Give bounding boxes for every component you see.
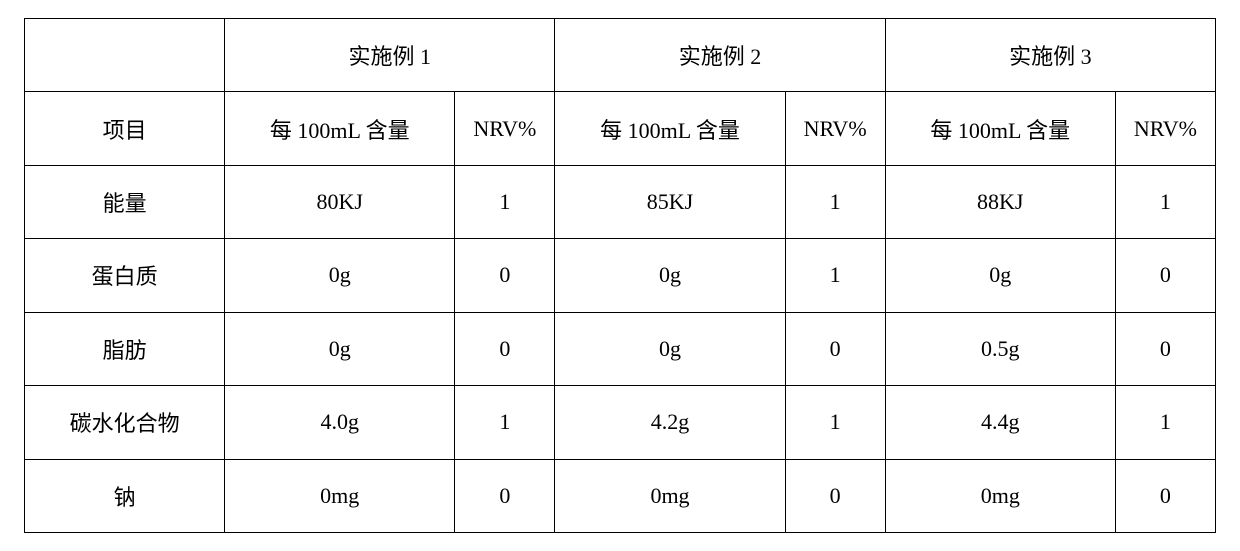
cell: 0mg (885, 459, 1115, 532)
cell: 1 (455, 386, 555, 459)
cell: 0mg (555, 459, 785, 532)
row-label: 钠 (25, 459, 225, 532)
cell: 1 (455, 165, 555, 238)
cell: 1 (785, 386, 885, 459)
cell: 0g (225, 312, 455, 385)
cell: 80KJ (225, 165, 455, 238)
col-header-per100-1: 每 100mL 含量 (225, 92, 455, 165)
col-header-nrv-2: NRV% (785, 92, 885, 165)
row-label: 能量 (25, 165, 225, 238)
row-label: 蛋白质 (25, 239, 225, 312)
group-header-row: 实施例 1 实施例 2 实施例 3 (25, 19, 1216, 92)
cell: 0 (1115, 459, 1215, 532)
cell: 0g (885, 239, 1115, 312)
cell: 0 (455, 239, 555, 312)
cell: 1 (785, 165, 885, 238)
cell: 0mg (225, 459, 455, 532)
cell: 0g (225, 239, 455, 312)
row-label: 脂肪 (25, 312, 225, 385)
col-header-nrv-1: NRV% (455, 92, 555, 165)
page-container: 实施例 1 实施例 2 实施例 3 项目 每 100mL 含量 NRV% 每 1… (0, 0, 1240, 551)
cell: 0 (455, 312, 555, 385)
cell: 1 (785, 239, 885, 312)
cell: 4.4g (885, 386, 1115, 459)
cell: 4.0g (225, 386, 455, 459)
cell: 0.5g (885, 312, 1115, 385)
group-header-2: 实施例 2 (555, 19, 885, 92)
cell: 1 (1115, 165, 1215, 238)
table-row: 碳水化合物 4.0g 1 4.2g 1 4.4g 1 (25, 386, 1216, 459)
cell: 85KJ (555, 165, 785, 238)
col-header-nrv-3: NRV% (1115, 92, 1215, 165)
table-row: 脂肪 0g 0 0g 0 0.5g 0 (25, 312, 1216, 385)
col-header-item: 项目 (25, 92, 225, 165)
nutrition-table: 实施例 1 实施例 2 实施例 3 项目 每 100mL 含量 NRV% 每 1… (24, 18, 1216, 533)
table-row: 能量 80KJ 1 85KJ 1 88KJ 1 (25, 165, 1216, 238)
group-header-1: 实施例 1 (225, 19, 555, 92)
col-header-per100-2: 每 100mL 含量 (555, 92, 785, 165)
cell: 88KJ (885, 165, 1115, 238)
table-row: 钠 0mg 0 0mg 0 0mg 0 (25, 459, 1216, 532)
cell: 0 (785, 312, 885, 385)
cell: 0g (555, 312, 785, 385)
table-row: 蛋白质 0g 0 0g 1 0g 0 (25, 239, 1216, 312)
cell: 0 (785, 459, 885, 532)
cell: 4.2g (555, 386, 785, 459)
cell: 0 (1115, 239, 1215, 312)
col-header-per100-3: 每 100mL 含量 (885, 92, 1115, 165)
cell: 0 (455, 459, 555, 532)
sub-header-row: 项目 每 100mL 含量 NRV% 每 100mL 含量 NRV% 每 100… (25, 92, 1216, 165)
group-header-3: 实施例 3 (885, 19, 1215, 92)
cell: 1 (1115, 386, 1215, 459)
cell: 0 (1115, 312, 1215, 385)
group-header-blank (25, 19, 225, 92)
row-label: 碳水化合物 (25, 386, 225, 459)
cell: 0g (555, 239, 785, 312)
